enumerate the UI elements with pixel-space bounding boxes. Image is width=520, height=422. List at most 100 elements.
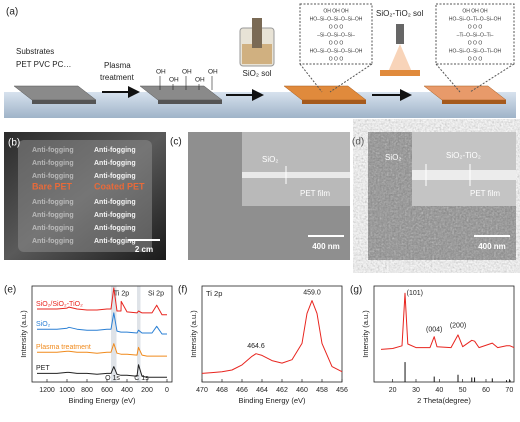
scale-label: 400 nm — [478, 242, 506, 251]
network-row: HO–Si–O–Si–O–Ti–OH — [449, 48, 502, 54]
fog-text: Anti-fogging — [94, 160, 136, 167]
fog-rows: Anti-fogging Anti-fogging Anti-fogging Anti… — [32, 147, 136, 245]
oh-label: OH — [208, 69, 218, 76]
fog-text: Anti-fogging — [32, 212, 74, 219]
annotation: (101) — [407, 290, 423, 297]
slab-side — [158, 100, 222, 104]
annotation: Si 2p — [148, 291, 164, 298]
inset — [412, 132, 516, 206]
sol — [242, 44, 272, 64]
x-tick-label: 30 — [412, 387, 420, 394]
x-tick-label: 464 — [256, 387, 268, 394]
panel-label: (a) — [6, 7, 18, 18]
panel-label: (b) — [8, 138, 20, 149]
network-box — [299, 3, 373, 65]
x-axis-label: 2 Theta(degree) — [417, 396, 471, 405]
x-tick-label: 70 — [505, 387, 513, 394]
sol-label: SiO₂-TiO₂ sol — [376, 9, 423, 18]
oh-label: OH — [169, 77, 179, 84]
bare-label: Bare PET — [32, 181, 73, 191]
zoom-line — [469, 63, 515, 93]
network-row: O O O — [329, 24, 344, 30]
fog-text: Anti-fogging — [94, 173, 136, 180]
fog-text: Anti-fogging — [32, 238, 74, 245]
network-row: HO–Si–O–Ti–O–Si–OH — [449, 16, 502, 22]
oh-label: OH — [195, 77, 205, 84]
series-label: Plasma treatment — [36, 344, 91, 351]
x-tick-label: 200 — [141, 387, 153, 394]
oh-label: OH — [156, 69, 166, 76]
series-line — [37, 364, 167, 378]
x-tick-label: 60 — [482, 387, 490, 394]
network2: OH OH OH HO–Si–O–Ti–O–Si–OH O O O –Ti–O–Si–… — [449, 8, 502, 62]
layer-label: SiO₂-TiO₂ — [446, 151, 481, 160]
plasma-label: Plasma — [104, 61, 131, 70]
slab-side — [442, 100, 506, 104]
zoom-line — [329, 63, 373, 93]
annotation: 464.6 — [247, 343, 265, 350]
zoom-line — [299, 63, 323, 93]
plot-frame — [373, 285, 515, 383]
network1: OH OH OH HO–Si–O–Si–O–Si–OH O O O –Si–O–Si–… — [310, 8, 363, 62]
x-tick-label: 468 — [216, 387, 228, 394]
fog-text: Anti-fogging — [32, 225, 74, 232]
fog-text: Anti-fogging — [32, 160, 74, 167]
fog-text: Anti-fogging — [32, 199, 74, 206]
fog-text: Anti-fogging — [94, 212, 136, 219]
oh-label: OH — [182, 69, 192, 76]
y-axis-label: Intensity (a.u.) — [19, 310, 28, 358]
plasma-label: treatment — [100, 73, 135, 82]
sol-label: SiO₂ sol — [243, 69, 272, 78]
x-tick-label: 50 — [459, 387, 467, 394]
x-tick-label: 40 — [435, 387, 443, 394]
plot-frame — [201, 285, 343, 383]
x-tick-label: 460 — [296, 387, 308, 394]
annotation: (004) — [426, 326, 442, 333]
network-row: OH OH OH — [462, 8, 488, 14]
x-tick-label: 800 — [81, 387, 93, 394]
x-tick-label: 20 — [389, 387, 397, 394]
panel-label: (c) — [170, 137, 182, 148]
network-box — [435, 3, 515, 65]
layer-label: SiO₂ — [385, 153, 401, 162]
series-label: SiO₂ — [36, 321, 51, 328]
substrate-label: PET film — [300, 189, 330, 198]
network-row: O O O — [468, 56, 483, 62]
glass — [18, 140, 152, 252]
substrates-label: Substrates — [16, 47, 54, 56]
highlight-band — [137, 286, 141, 382]
series-label: PET — [36, 365, 50, 372]
layer — [412, 170, 516, 180]
fog-text: Anti-fogging — [94, 225, 136, 232]
series-line — [37, 312, 167, 335]
spray-nozzle — [396, 24, 404, 44]
y-axis-label: Intensity (a.u.) — [189, 310, 198, 358]
layer — [242, 172, 350, 178]
spray-substrate — [380, 70, 420, 76]
network-row: HO–Si–O–Si–O–Si–OH — [310, 16, 363, 22]
chart: 470 468 466 464 462 460 458 456 464.6 459.0 (f) Ti … — [178, 285, 348, 405]
annotation: O 1s — [105, 375, 120, 382]
x-tick-label: 458 — [316, 387, 328, 394]
panel-label: (g) — [350, 285, 362, 296]
annotation: (200) — [450, 323, 466, 330]
network-row: –Si–O–Si–O–Si– — [317, 32, 355, 38]
panel-a: (a) Substrates PET PVC PC… Plasma treatm… — [4, 3, 516, 118]
x-tick-label: 600 — [101, 387, 113, 394]
annotation: C 1s — [134, 375, 149, 382]
fog-text: Anti-fogging — [94, 199, 136, 206]
x-tick-label: 456 — [336, 387, 348, 394]
x-axis-label: Binding Energy (eV) — [238, 396, 306, 405]
fog-text: Anti-fogging — [94, 147, 136, 154]
network-row: OH OH OH — [323, 8, 349, 14]
slab-side — [302, 100, 366, 104]
panel-d: (d) SiO₂ SiO₂-TiO₂ PET film 400 nm — [352, 132, 516, 260]
series-label: SiO₂/SiO₂-TiO₂ — [36, 301, 83, 308]
series-line — [37, 287, 167, 316]
x-tick-label: 462 — [276, 387, 288, 394]
zoom-line — [435, 63, 461, 93]
x-tick-label: 466 — [236, 387, 248, 394]
fog-text: Anti-fogging — [32, 147, 74, 154]
